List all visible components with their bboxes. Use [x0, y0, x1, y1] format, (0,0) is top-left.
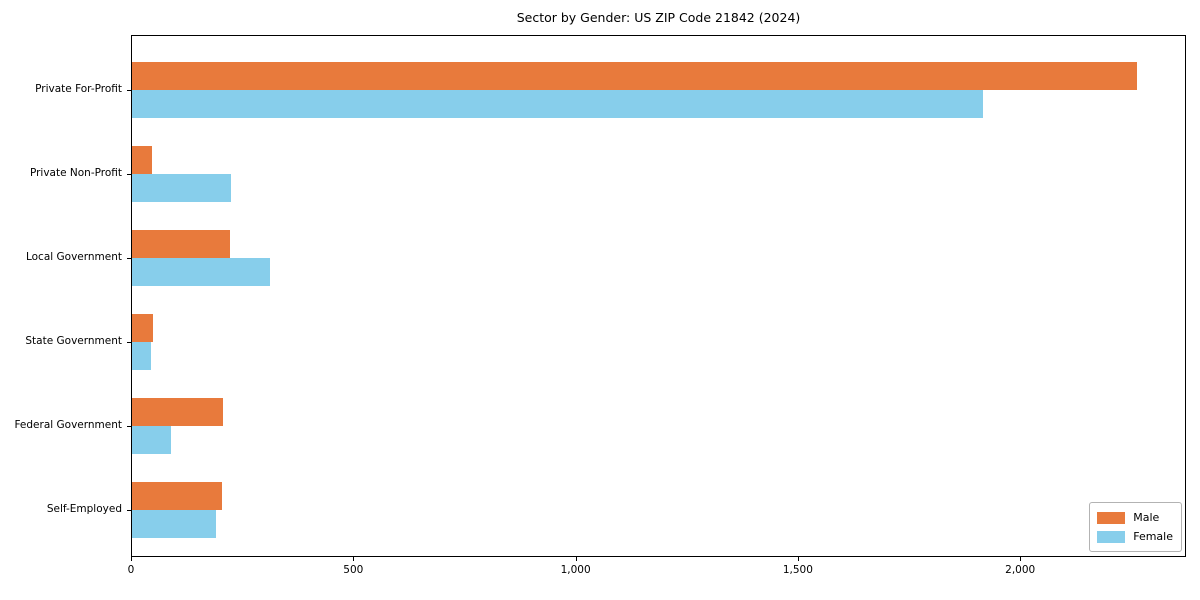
bar-male-private-non-profit [132, 146, 152, 174]
x-tick-mark [797, 557, 799, 561]
bar-female-state-government [132, 342, 152, 370]
chart-title: Sector by Gender: US ZIP Code 21842 (202… [516, 10, 801, 25]
y-tick-label-private-for-profit: Private For-Profit [35, 83, 122, 95]
x-tick-label-1500: 1,500 [782, 564, 813, 576]
bar-female-self-employed [132, 510, 216, 538]
legend: Male Female [1089, 502, 1182, 552]
y-tick-label-self-employed: Self-Employed [46, 503, 122, 515]
y-tick-mark [127, 90, 131, 91]
y-tick-label-state-government: State Government [25, 335, 122, 347]
y-tick-label-private-non-profit: Private Non-Profit [29, 167, 122, 179]
bar-female-private-for-profit [132, 90, 984, 118]
bar-male-self-employed [132, 482, 223, 510]
x-tick-label-0: 0 [127, 564, 135, 576]
x-tick-mark [1020, 557, 1022, 561]
y-tick-label-federal-government: Federal Government [14, 419, 122, 431]
bar-male-federal-government [132, 398, 224, 426]
y-tick-label-local-government: Local Government [25, 251, 122, 263]
bar-female-private-non-profit [132, 174, 231, 202]
x-tick-label-1000: 1,000 [560, 564, 591, 576]
bar-male-state-government [132, 314, 153, 342]
y-tick-mark [127, 426, 131, 427]
bar-female-local-government [132, 258, 270, 286]
legend-swatch-male [1097, 511, 1126, 524]
y-tick-mark [127, 174, 131, 175]
bar-male-local-government [132, 230, 230, 258]
bar-male-private-for-profit [132, 62, 1137, 90]
legend-item-male: Male [1097, 508, 1173, 527]
bar-female-federal-government [132, 426, 172, 454]
legend-label-male: Male [1133, 511, 1160, 524]
x-tick-mark [575, 557, 577, 561]
x-tick-mark [131, 557, 132, 561]
x-tick-label-500: 500 [343, 564, 364, 576]
x-tick-mark [353, 557, 355, 561]
legend-label-female: Female [1133, 530, 1173, 543]
x-tick-label-2000: 2,000 [1005, 564, 1036, 576]
legend-item-female: Female [1097, 527, 1173, 546]
plot-area: Male Female [127, 35, 1186, 557]
y-tick-mark [127, 258, 131, 259]
y-tick-mark [127, 510, 131, 511]
legend-swatch-female [1097, 530, 1126, 543]
y-tick-mark [127, 342, 131, 343]
